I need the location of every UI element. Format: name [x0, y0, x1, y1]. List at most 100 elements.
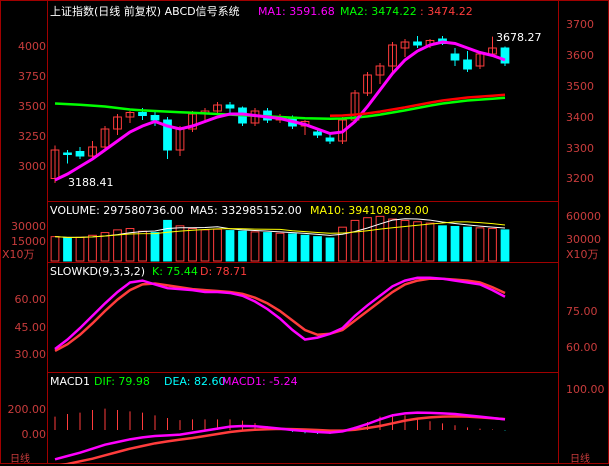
volume-tick: 15000	[11, 235, 46, 248]
volume-bar	[313, 236, 322, 262]
volume-bar	[338, 226, 347, 262]
candle-body	[375, 65, 385, 76]
candle-body	[463, 59, 472, 70]
volume-bar	[175, 225, 185, 262]
volume-bar	[275, 232, 285, 262]
kd-tick: 30.00	[14, 348, 47, 361]
volume-tick: 30000	[11, 220, 46, 233]
volume-bar	[438, 225, 447, 262]
volume-bar	[200, 229, 210, 262]
kd-tick: 60.00	[14, 293, 47, 306]
volume-bar	[400, 219, 410, 262]
volume-label: VOLUME: 297580736.00	[50, 204, 184, 217]
price-tick: 3250	[18, 130, 46, 143]
volume-bar	[350, 219, 360, 262]
volume-bar	[125, 228, 135, 262]
price-tick: 3750	[18, 70, 46, 83]
macd-tick-right: 100.00	[566, 383, 605, 396]
volume-bar	[150, 232, 160, 262]
volume-tick-right: 60000	[566, 210, 601, 223]
price-tick-right: 3400	[566, 111, 594, 124]
volume-bar	[475, 227, 485, 262]
kd-tick-right: 60.00	[566, 341, 598, 354]
candle-body	[213, 104, 222, 112]
period-label-left: 日线	[10, 454, 30, 465]
volume-ma10-line	[54, 221, 506, 238]
ma1-line	[54, 40, 506, 182]
ma3-value: : 3474.22	[420, 5, 473, 18]
volume-bar	[163, 219, 172, 262]
volume-bar	[413, 221, 422, 262]
pane-divider	[47, 262, 559, 263]
candle-body	[400, 41, 410, 49]
candle-body	[325, 137, 335, 142]
volume-bar	[300, 234, 310, 262]
ma3-line	[329, 93, 506, 118]
volume-bar	[363, 217, 372, 262]
macd-dif-line	[54, 411, 506, 461]
macd-label: MACD1	[50, 375, 90, 388]
chart-title: 上证指数(日线 前复权) ABCD信号系统	[50, 5, 240, 18]
candle-body	[413, 41, 422, 46]
price-tick-right: 3500	[566, 80, 594, 93]
volume-bar	[50, 236, 60, 262]
price-tick-right: 3700	[566, 18, 594, 31]
candle-body	[63, 152, 72, 155]
volume-bar	[100, 232, 110, 262]
ma1-value: MA1: 3591.68	[258, 5, 335, 18]
volume-bar	[488, 228, 497, 262]
candle-body	[88, 146, 97, 157]
volume-bar	[500, 229, 510, 262]
candle-body	[113, 116, 122, 130]
volume-ma10: MA10: 394108928.00	[310, 204, 429, 217]
candle-body	[388, 44, 397, 67]
volume-ma5-line	[54, 218, 506, 238]
kd-k-value: K: 75.44	[152, 265, 198, 278]
volume-bar	[213, 228, 222, 262]
volume-unit-left: X10万	[2, 248, 35, 261]
candle-body	[313, 131, 322, 136]
kd-tick: 45.00	[14, 321, 47, 334]
volume-bar	[75, 236, 85, 262]
volume-bar	[188, 228, 197, 262]
macd-dea: DEA: 82.60	[164, 375, 226, 388]
volume-bar	[263, 232, 272, 262]
candle-body	[138, 112, 147, 116]
volume-bar	[63, 237, 72, 262]
right-axis-divider	[558, 0, 559, 464]
volume-bar	[113, 229, 122, 262]
volume-ma5: MA5: 332985152.00	[190, 204, 302, 217]
pane-divider	[47, 201, 559, 202]
low-price-label: 3188.41	[68, 176, 114, 189]
candle-body	[125, 112, 135, 118]
candle-body	[163, 119, 172, 151]
volume-bar	[325, 237, 335, 262]
macd-tick: 0.00	[21, 428, 47, 441]
volume-bar	[250, 231, 260, 262]
volume-bar	[225, 230, 235, 262]
candle-body	[363, 74, 372, 94]
volume-bar	[138, 230, 147, 262]
price-tick: 4000	[18, 40, 46, 53]
volume-bar	[238, 230, 247, 262]
volume-bar	[388, 218, 397, 262]
candle-body	[500, 47, 510, 64]
pane-divider	[47, 372, 559, 373]
candle-body	[450, 53, 460, 61]
candle-body	[225, 104, 235, 109]
ma2-value: MA2: 3474.22	[340, 5, 417, 18]
kd-k-line	[54, 276, 506, 350]
candle-body	[150, 115, 160, 121]
high-price-label: 3678.27	[496, 31, 542, 44]
volume-bar	[88, 234, 97, 262]
kd-label: SLOWKD(9,3,3,2)	[50, 265, 146, 278]
macd-value: MACD1: -5.24	[222, 375, 298, 388]
volume-unit-right: X10万	[566, 248, 599, 261]
volume-bar	[425, 222, 435, 262]
volume-bar	[375, 215, 385, 262]
price-tick: 3500	[18, 100, 46, 113]
kd-tick-right: 75.00	[566, 305, 598, 318]
volume-bar	[463, 226, 472, 262]
volume-bar	[288, 233, 297, 262]
